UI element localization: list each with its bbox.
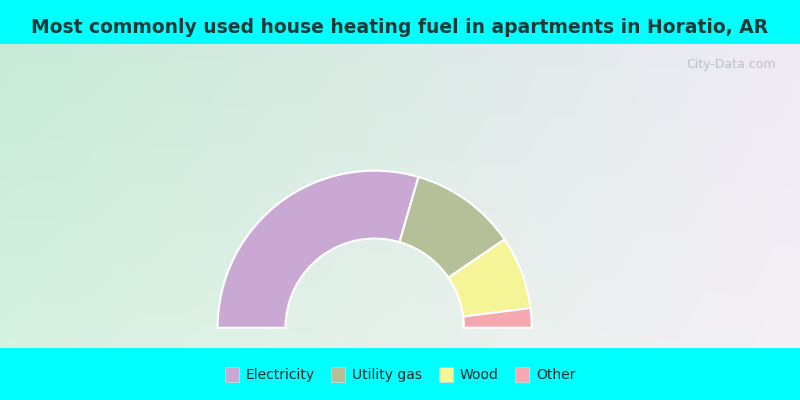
Wedge shape	[399, 177, 505, 278]
Text: City-Data.com: City-Data.com	[686, 58, 776, 71]
Wedge shape	[463, 308, 532, 328]
Legend: Electricity, Utility gas, Wood, Other: Electricity, Utility gas, Wood, Other	[219, 362, 581, 388]
Text: Most commonly used house heating fuel in apartments in Horatio, AR: Most commonly used house heating fuel in…	[31, 18, 769, 37]
Wedge shape	[218, 171, 418, 328]
Wedge shape	[449, 240, 530, 316]
